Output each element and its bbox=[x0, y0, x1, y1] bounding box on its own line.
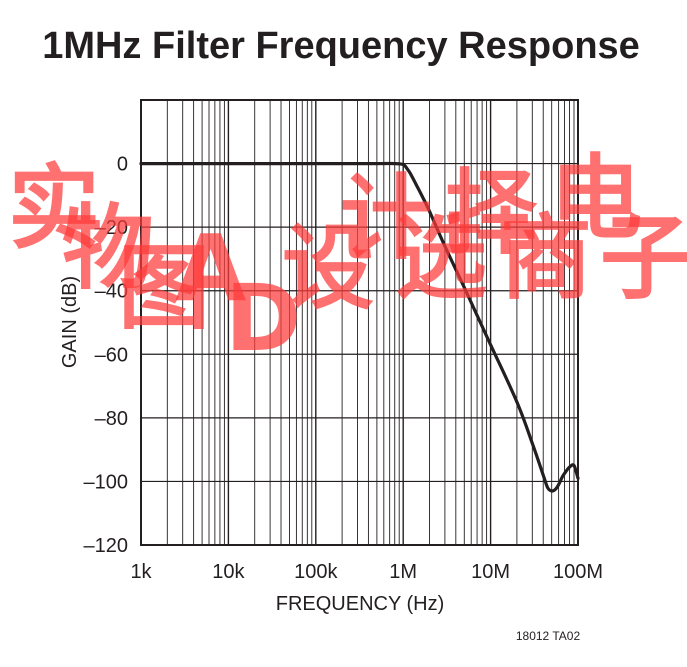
watermark-glyph: 商 bbox=[500, 205, 592, 312]
grid bbox=[140, 99, 579, 546]
watermark-glyph: 计 bbox=[340, 165, 432, 272]
y-axis-label: GAIN (dB) bbox=[59, 276, 81, 368]
x-axis-label: FREQUENCY (Hz) bbox=[276, 593, 445, 615]
watermark-glyph: D bbox=[225, 265, 301, 372]
watermark-glyph: 设 bbox=[282, 215, 374, 322]
watermark-glyph: 实 bbox=[8, 155, 100, 262]
x-tick-label: 1k bbox=[130, 561, 152, 583]
x-tick-label: 10k bbox=[212, 561, 245, 583]
watermark-glyph: 电 bbox=[550, 145, 642, 252]
figure-id: 18012 TA02 bbox=[516, 629, 581, 643]
y-tick-label: –100 bbox=[84, 471, 129, 493]
series-line-layer bbox=[139, 161, 580, 493]
x-tick-label: 100k bbox=[294, 561, 338, 583]
watermark-glyph: 子 bbox=[600, 205, 687, 312]
watermark-glyph: 图 bbox=[118, 235, 210, 342]
y-tick-label: 0 bbox=[117, 154, 128, 176]
tick-labels: 1k 10k 100k 1M 10M 100M 0 –20 –40 –60 –80 –100 –120 bbox=[84, 154, 604, 583]
y-tick-label: –60 bbox=[95, 344, 128, 366]
y-tick-label: –120 bbox=[84, 535, 129, 557]
y-tick-label: –40 bbox=[95, 281, 128, 303]
x-tick-label: 100M bbox=[553, 561, 603, 583]
plot-frame bbox=[140, 99, 579, 546]
watermark-glyph: 物 bbox=[62, 195, 154, 302]
watermark-glyph: 选 bbox=[395, 205, 487, 312]
watermark-glyph: 择 bbox=[445, 160, 538, 267]
y-tick-label: –20 bbox=[95, 217, 128, 239]
series-line bbox=[139, 161, 580, 493]
y-tick-label: –80 bbox=[95, 408, 128, 430]
watermark-glyph: A bbox=[175, 215, 246, 322]
x-tick-label: 10M bbox=[471, 561, 510, 583]
chart-title: 1MHz Filter Frequency Response bbox=[42, 25, 640, 67]
x-tick-label: 1M bbox=[389, 561, 417, 583]
